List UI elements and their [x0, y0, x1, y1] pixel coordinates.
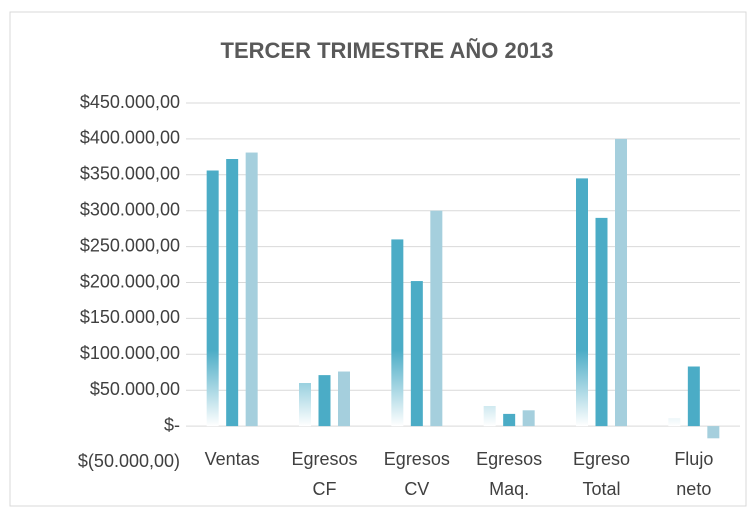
y-tick-label: $50.000,00 [90, 379, 180, 399]
x-tick-label: Egresos Maq. [476, 449, 542, 499]
bar [391, 239, 404, 427]
bar [410, 281, 423, 427]
x-tick-label: Flujo neto [674, 449, 713, 499]
x-tick-label-line: Egresos [476, 449, 542, 469]
bar [522, 410, 535, 427]
y-tick-label: $350.000,00 [80, 164, 180, 184]
bar [299, 383, 311, 427]
bar [245, 152, 258, 427]
x-tick-label-line: Egreso [573, 449, 630, 469]
y-tick-label: $150.000,00 [80, 307, 180, 327]
y-tick-label: $- [164, 415, 180, 435]
x-tick-label: Egresos CV [384, 449, 450, 499]
chart-frame [9, 11, 747, 507]
x-tick-label-line: neto [676, 479, 711, 499]
x-tick-label-line: CV [404, 479, 429, 499]
y-tick-label: $(50.000,00) [78, 451, 180, 471]
x-tick-label-line: Maq. [489, 479, 529, 499]
x-tick-label: Ventas [205, 449, 260, 469]
y-tick-label: $400.000,00 [80, 128, 180, 148]
x-tick-label-line: Flujo [674, 449, 713, 469]
bar [226, 159, 239, 427]
bar [595, 217, 608, 427]
y-tick-label: $300.000,00 [80, 199, 180, 219]
bar [687, 366, 700, 427]
x-tick-label-line: Egresos [291, 449, 357, 469]
x-tick-label: Egresos CF [291, 449, 357, 499]
bar [318, 375, 331, 427]
y-tick-label: $100.000,00 [80, 343, 180, 363]
y-tick-label: $450.000,00 [80, 92, 180, 112]
bar [503, 413, 516, 427]
x-tick-label: Egreso Total [573, 449, 630, 499]
x-tick-label-line: Total [582, 479, 620, 499]
bar [615, 138, 627, 427]
y-tick-label: $250.000,00 [80, 235, 180, 255]
x-tick-label-line: CF [313, 479, 337, 499]
x-tick-label-line: Egresos [384, 449, 450, 469]
y-tick-label: $200.000,00 [80, 271, 180, 291]
bar [430, 210, 443, 427]
chart-title: TERCER TRIMESTRE AÑO 2013 [221, 38, 554, 63]
bar [576, 178, 588, 427]
bar [707, 426, 720, 439]
bar [483, 405, 496, 427]
bar [338, 371, 350, 427]
bar [668, 418, 681, 427]
bar [206, 170, 219, 427]
